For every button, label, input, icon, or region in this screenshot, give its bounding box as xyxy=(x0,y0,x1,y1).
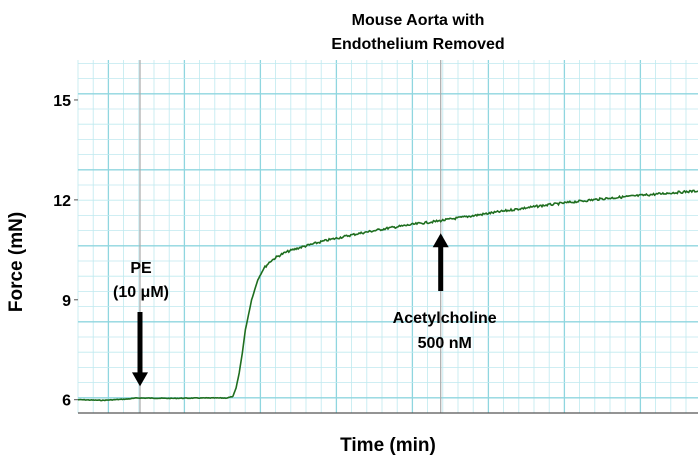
force-trace-line xyxy=(77,189,698,402)
y-tick-label: 9 xyxy=(62,293,71,310)
annotation-label-acetylcholine: 500 nM xyxy=(418,335,472,352)
x-axis-label: Time (min) xyxy=(340,435,436,456)
annotation-label-acetylcholine: Acetylcholine xyxy=(393,310,497,327)
annotations: PE (10 μM) Acetylcholine 500 nM xyxy=(113,233,497,387)
y-tick-label: 15 xyxy=(53,93,71,110)
grid xyxy=(77,60,698,414)
y-tick-labels: 6 9 12 15 xyxy=(53,93,71,410)
annotation-label-pe: PE xyxy=(130,260,152,277)
arrow-down-icon xyxy=(132,372,148,387)
axes xyxy=(74,99,698,414)
annotation-label-pe: (10 μM) xyxy=(113,284,169,301)
chart-title-line-1: Mouse Aorta with xyxy=(352,12,485,29)
y-tick-label: 12 xyxy=(53,193,71,210)
event-marker-lines xyxy=(139,60,442,413)
arrow-up-icon xyxy=(432,233,449,248)
y-axis-label: Force (mN) xyxy=(6,212,27,312)
chart-title-line-2: Endothelium Removed xyxy=(331,36,504,53)
y-tick-label: 6 xyxy=(62,393,71,410)
series-layer xyxy=(77,189,698,402)
